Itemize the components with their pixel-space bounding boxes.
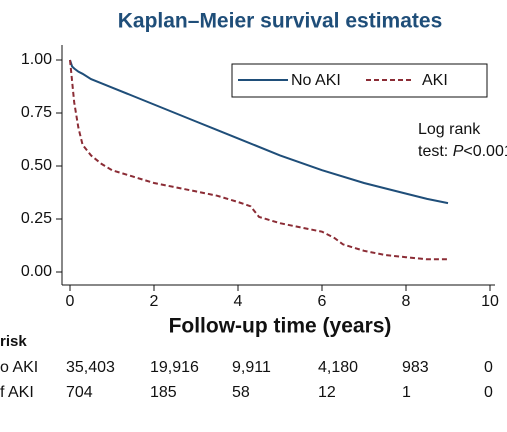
x-tick-label: 4 [234, 293, 243, 310]
risk-cell: 0 [484, 384, 493, 401]
x-tick-label: 6 [318, 293, 327, 310]
annotation-part: P [453, 143, 464, 160]
survival-curve [69, 59, 448, 261]
legend-label: AKI [422, 72, 448, 89]
risk-cell: 704 [66, 384, 93, 401]
annotation: test: P<0.001 [418, 143, 507, 160]
chart-title: Kaplan–Meier survival estimates [118, 10, 443, 33]
risk-cell: 58 [232, 384, 250, 401]
risk-row-label: o AKI [0, 359, 38, 376]
survival-curve [69, 59, 449, 205]
risk-row-label: f AKI [0, 384, 34, 401]
risk-cell: 185 [150, 384, 177, 401]
risk-cell: 1 [402, 384, 411, 401]
annotation: Log rank [418, 121, 481, 138]
risk-cell: 19,916 [150, 359, 199, 376]
x-tick-label: 8 [402, 293, 411, 310]
x-tick-label: 10 [481, 293, 499, 310]
risk-table-title: risk [0, 333, 27, 350]
y-tick-label: 0.50 [21, 157, 52, 174]
risk-cell: 12 [318, 384, 336, 401]
x-tick-label: 0 [66, 293, 75, 310]
x-tick-label: 2 [150, 293, 159, 310]
y-tick-label: 0.00 [21, 263, 52, 280]
y-tick-label: 0.25 [21, 210, 52, 227]
risk-cell: 4,180 [318, 359, 358, 376]
annotation-part: test: [418, 143, 453, 160]
legend-label: No AKI [291, 72, 341, 89]
risk-cell: 9,911 [232, 359, 271, 376]
risk-cell: 35,403 [66, 359, 115, 376]
x-axis-label: Follow-up time (years) [169, 315, 392, 338]
risk-cell: 983 [402, 359, 429, 376]
annotation-part: <0.001 [463, 143, 507, 160]
y-tick-label: 1.00 [21, 51, 52, 68]
y-tick-label: 0.75 [21, 104, 52, 121]
risk-cell: 0 [484, 359, 493, 376]
